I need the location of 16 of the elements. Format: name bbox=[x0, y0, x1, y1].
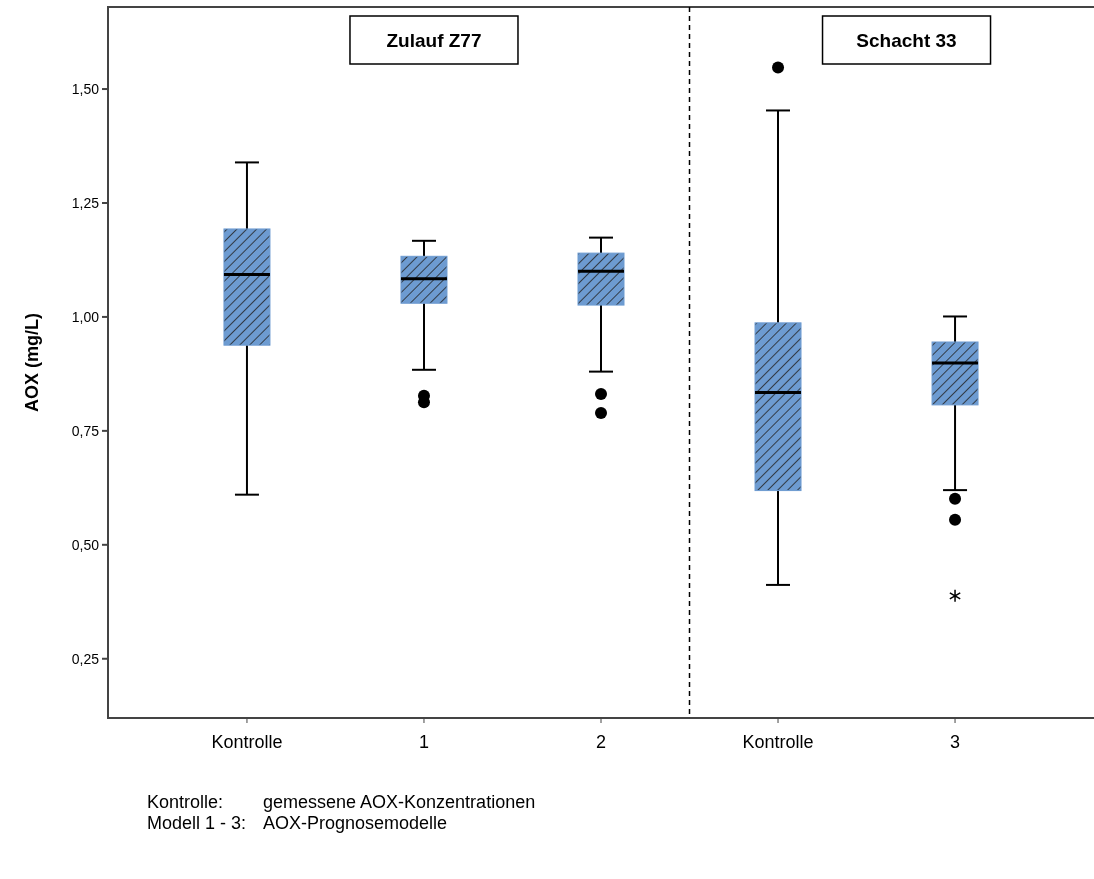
y-tick-label: 0,50 bbox=[71, 536, 100, 553]
x-tick-label: 1 bbox=[418, 732, 429, 752]
y-axis-title: AOX (mg/L) bbox=[22, 313, 42, 412]
x-tick-label: Kontrolle bbox=[742, 732, 814, 752]
y-tick-label: 1,50 bbox=[71, 80, 100, 97]
annotation: Zulauf Z77 bbox=[386, 29, 482, 51]
y-tick-label: 1,00 bbox=[71, 308, 100, 325]
x-tick-label: Kontrolle bbox=[211, 732, 283, 752]
x-tick-label: 2 bbox=[595, 732, 607, 752]
text: Modell 1 - 3: AOX-Prognosemodelle bbox=[147, 813, 448, 833]
text: Kontrolle: gemessene AOX-Konzentrationen bbox=[147, 792, 536, 812]
annotation: Schacht 33 bbox=[856, 29, 957, 51]
y-tick-label: 1,25 bbox=[71, 194, 100, 211]
x-tick-label: 3 bbox=[950, 732, 961, 752]
y-tick-label: 0,25 bbox=[71, 650, 100, 667]
y-tick-label: 0,75 bbox=[71, 422, 100, 439]
